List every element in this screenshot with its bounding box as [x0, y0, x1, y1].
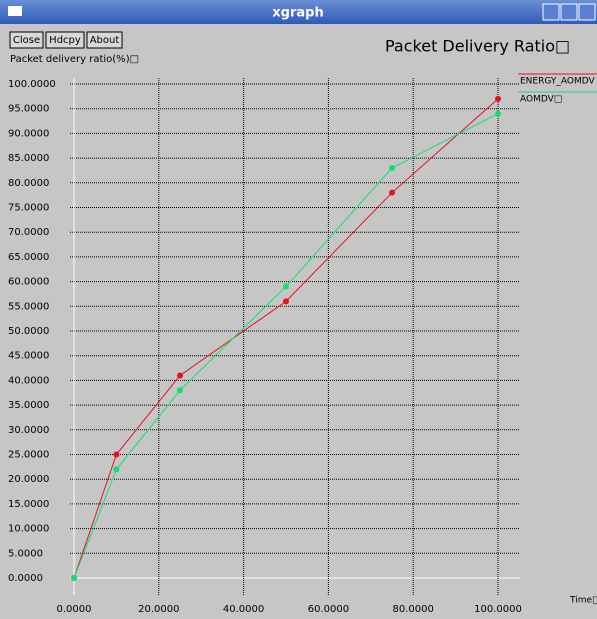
x-tick-label: 40.0000: [223, 604, 264, 615]
window-icon: [8, 6, 22, 16]
y-tick-label: 65.0000: [8, 252, 49, 263]
button[interactable]: [86, 31, 123, 49]
data-point: [71, 575, 77, 581]
y-tick-label: 85.0000: [8, 153, 49, 164]
button-label[interactable]: Hdcpy: [49, 35, 81, 46]
y-tick-label: 45.0000: [8, 351, 49, 362]
close-window-button[interactable]: [578, 3, 596, 21]
y-axis-label: Packet delivery ratio(%)□: [10, 54, 139, 65]
x-axis-label: Time□: [569, 596, 597, 606]
data-point: [177, 372, 183, 379]
x-tick-label: 80.0000: [393, 604, 434, 615]
legend-label: ENERGY_AOMDV: [520, 77, 596, 87]
y-tick-label: 55.0000: [8, 301, 49, 312]
x-tick-label: 0.0000: [57, 604, 92, 615]
data-point: [283, 298, 289, 305]
y-tick-label: 0.0000: [8, 573, 43, 584]
y-tick-label: 75.0000: [8, 203, 49, 214]
y-tick-label: 60.0000: [8, 277, 49, 288]
data-point: [283, 283, 289, 290]
button-label[interactable]: About: [90, 35, 120, 46]
y-tick-label: 5.0000: [8, 548, 43, 559]
data-point: [389, 189, 395, 196]
x-tick-label: 100.0000: [474, 604, 522, 615]
window-title: xgraph: [272, 6, 323, 21]
data-point: [495, 95, 501, 102]
y-tick-label: 70.0000: [8, 227, 49, 238]
y-tick-label: 20.0000: [8, 474, 49, 485]
button[interactable]: [9, 31, 44, 49]
button-label[interactable]: Close: [13, 35, 40, 46]
button[interactable]: [45, 31, 85, 49]
chart-title: Packet Delivery Ratio□: [385, 37, 570, 56]
y-tick-label: 90.0000: [8, 128, 49, 139]
y-tick-label: 35.0000: [8, 400, 49, 411]
y-tick-label: 15.0000: [8, 499, 49, 510]
title-bar: [0, 0, 597, 24]
y-tick-label: 50.0000: [8, 326, 49, 337]
x-tick-label: 20.0000: [138, 604, 179, 615]
data-point: [177, 387, 183, 394]
maximize-button[interactable]: [560, 3, 578, 21]
y-tick-label: 95.0000: [8, 104, 49, 115]
x-tick-label: 60.0000: [308, 604, 349, 615]
series-line: [73, 113, 499, 579]
data-point: [389, 164, 395, 171]
data-point: [495, 110, 501, 117]
data-point: [113, 451, 120, 458]
y-tick-label: 30.0000: [8, 425, 49, 436]
data-point: [113, 466, 120, 473]
minimize-button[interactable]: [542, 3, 560, 21]
y-tick-label: 100.0000: [8, 79, 56, 90]
y-tick-label: 40.0000: [8, 375, 49, 386]
y-tick-label: 10.0000: [8, 524, 49, 535]
y-tick-label: 80.0000: [8, 178, 49, 189]
y-tick-label: 25.0000: [8, 450, 49, 461]
legend-label: AOMDV□: [520, 95, 562, 105]
